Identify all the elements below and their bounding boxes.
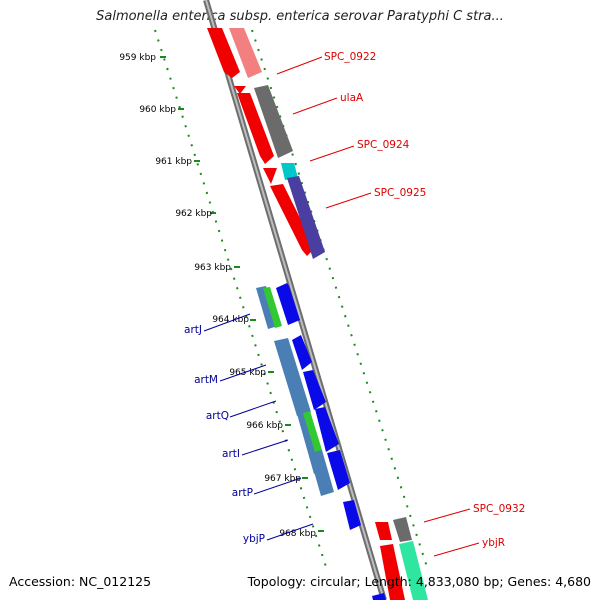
topology-text: Topology: circular; Length: 4,833,080 bp… — [247, 574, 591, 589]
reverse-genes — [256, 283, 386, 600]
leader-line — [292, 97, 338, 115]
leader-line — [229, 400, 277, 418]
genome-backbone-highlight — [205, 0, 385, 600]
gene-feature-artI-mark[interactable] — [303, 411, 322, 452]
gene-feature-spc0925[interactable] — [270, 184, 315, 256]
gene-feature-artJ-mark[interactable] — [263, 287, 282, 328]
gene-feature-ybjP[interactable] — [343, 500, 361, 530]
gene-feature-ybjR-cds[interactable] — [399, 541, 428, 600]
accession-text: Accession: NC_012125 — [9, 574, 152, 589]
gene-feature-spc0922[interactable] — [207, 28, 240, 78]
reverse-gene-labels: artJ artM artQ artI artP ybjP — [184, 324, 265, 545]
tick-label: 964 kbp — [212, 315, 249, 325]
leader-line — [266, 523, 314, 541]
leader-line — [433, 542, 480, 557]
gene-feature-spc0922-cds[interactable] — [229, 28, 262, 78]
gene-feature-spc0925-cds[interactable] — [287, 176, 325, 259]
forward-genes — [207, 28, 428, 600]
gene-label-ulaA[interactable]: ulaA — [340, 92, 364, 104]
gene-label-ybjP[interactable]: ybjP — [243, 533, 265, 545]
gene-feature-artI[interactable] — [315, 407, 339, 452]
gene-feature-ulaA[interactable] — [237, 93, 274, 164]
gene-label-artP[interactable]: artP — [232, 487, 253, 499]
gene-label-artM[interactable]: artM — [194, 374, 218, 386]
tick-labels: 959 kbp 960 kbp 961 kbp 962 kbp 963 kbp … — [119, 53, 316, 539]
gene-feature-ulaA-cds[interactable] — [254, 85, 293, 158]
gene-feature-artM[interactable] — [292, 335, 312, 370]
gene-feature-spc0932-cds[interactable] — [393, 517, 412, 542]
leader-line — [241, 439, 289, 456]
gene-feature-tail[interactable] — [372, 593, 386, 600]
gene-feature-artM-cds[interactable] — [274, 338, 311, 416]
leader-line — [276, 56, 323, 75]
tick-label: 963 kbp — [194, 263, 231, 273]
leader-line — [219, 364, 267, 382]
gene-feature-ybjR[interactable] — [380, 544, 405, 600]
tick-label: 959 kbp — [119, 53, 156, 63]
gene-label-spc0922[interactable]: SPC_0922 — [324, 51, 376, 63]
gene-feature-artQ[interactable] — [303, 370, 326, 410]
tick-label: 968 kbp — [279, 529, 316, 539]
gene-feature-artP[interactable] — [327, 450, 350, 490]
gene-label-spc0924[interactable]: SPC_0924 — [357, 139, 410, 151]
forward-tick-track — [251, 29, 429, 571]
tick-label: 966 kbp — [246, 421, 283, 431]
gene-feature-spc0932[interactable] — [375, 522, 392, 540]
tick-marks — [160, 56, 324, 532]
leader-line — [309, 145, 355, 162]
tick-label: 962 kbp — [175, 209, 212, 219]
leader-line — [253, 477, 302, 495]
tick-label: 965 kbp — [229, 368, 266, 378]
gene-label-spc0932[interactable]: SPC_0932 — [473, 503, 525, 515]
leader-line — [325, 192, 372, 209]
leader-line — [423, 508, 471, 523]
leader-line — [203, 313, 251, 332]
map-title: Salmonella enterica subsp. enterica sero… — [96, 9, 504, 24]
gene-feature-spc0924-cds[interactable] — [281, 163, 298, 180]
tick-label: 967 kbp — [264, 474, 301, 484]
gene-label-artQ[interactable]: artQ — [206, 410, 229, 422]
forward-gene-labels: SPC_0922 ulaA SPC_0924 SPC_0925 SPC_0932… — [324, 51, 525, 549]
gene-label-spc0925[interactable]: SPC_0925 — [374, 187, 426, 199]
gene-label-artJ[interactable]: artJ — [184, 324, 202, 336]
tick-label: 960 kbp — [139, 105, 176, 115]
gene-feature-arrow[interactable] — [263, 168, 277, 184]
gene-label-ybjR[interactable]: ybjR — [482, 537, 505, 549]
tick-label: 961 kbp — [155, 157, 192, 167]
gene-feature-arrow[interactable] — [234, 86, 246, 94]
label-leader-lines — [203, 56, 480, 557]
gene-feature-artP-cds[interactable] — [309, 450, 334, 496]
gene-feature-artJ[interactable] — [276, 283, 300, 325]
gene-label-artI[interactable]: artI — [222, 448, 240, 460]
